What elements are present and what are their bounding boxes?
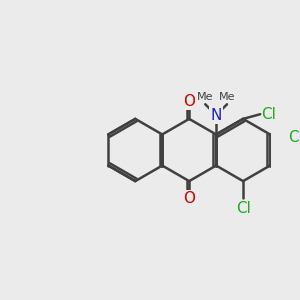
Text: Cl: Cl: [236, 201, 250, 216]
Text: Me: Me: [219, 92, 235, 102]
Text: Me: Me: [197, 92, 214, 102]
Text: O: O: [183, 94, 195, 109]
Text: O: O: [183, 191, 195, 206]
Text: N: N: [210, 108, 222, 123]
Text: Cl: Cl: [262, 107, 276, 122]
Text: Cl: Cl: [289, 130, 300, 145]
